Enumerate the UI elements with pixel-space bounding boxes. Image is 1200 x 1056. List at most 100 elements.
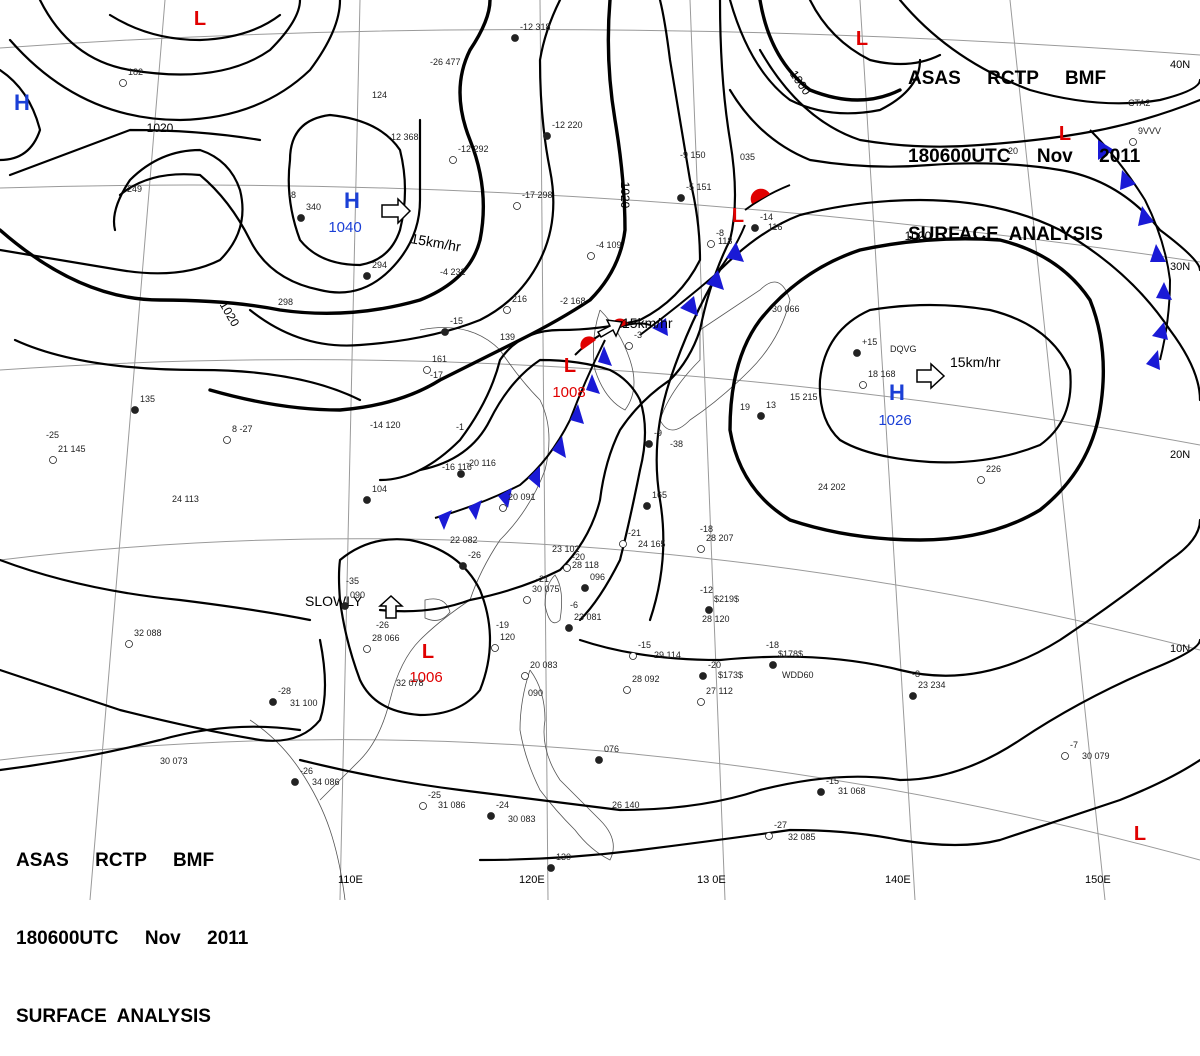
cold-front-barbs	[438, 346, 612, 530]
station-label: -28	[278, 686, 291, 696]
station-label: 32 085	[788, 832, 816, 842]
station-marker	[565, 624, 573, 632]
cold-front-barb	[468, 500, 482, 520]
high-center-symbol: H	[14, 90, 30, 115]
low-center-symbol: L	[856, 28, 868, 50]
coast-indochina	[249, 719, 346, 900]
station-label: 29 114	[654, 650, 681, 660]
station-marker	[131, 406, 139, 414]
station-plots: -12 318 -26 477 182 124 -12 220 -12 368 -12 29…	[46, 22, 1161, 872]
station-marker	[363, 272, 371, 280]
station-marker	[341, 602, 349, 610]
station-label: 096	[590, 572, 605, 582]
station-marker	[49, 456, 57, 464]
motion-arrow	[378, 594, 404, 619]
station-label: 32 088	[134, 628, 162, 638]
station-label: -20	[572, 552, 585, 562]
graticule-labels: 110E 120E 13 0E 140E 150E 40N 30N 20N 10…	[338, 59, 1190, 886]
station-label: 30 079	[1082, 751, 1110, 761]
motion-arrow	[916, 362, 946, 390]
station-marker	[563, 564, 571, 572]
station-label: 30 073	[160, 756, 188, 766]
station-label: -26 477	[430, 57, 461, 67]
isobar-line	[0, 725, 302, 772]
station-marker	[459, 562, 467, 570]
low-center-pressure: 1008	[552, 384, 585, 401]
coast-korea	[592, 309, 635, 411]
station-marker	[977, 476, 985, 484]
station-label: 216	[512, 294, 527, 304]
station-label: -8	[912, 669, 920, 679]
station-marker	[587, 252, 595, 260]
cold-front-barb	[1098, 140, 1114, 160]
station-label: 104	[372, 484, 387, 494]
meridian-line	[339, 0, 361, 900]
station-marker	[909, 692, 917, 700]
motion-label: 15km/hr	[622, 315, 673, 331]
station-label: -21	[628, 528, 641, 538]
station-label: 22 082	[450, 535, 478, 545]
isobar-line	[478, 758, 1200, 862]
station-label: -12 368	[388, 132, 419, 142]
station-marker	[511, 34, 519, 42]
graticule	[0, 0, 1200, 900]
station-label: -9	[654, 428, 662, 438]
isobar-line	[287, 113, 407, 267]
station-label: -8	[288, 190, 296, 200]
station-marker	[705, 606, 713, 614]
station-label: 076	[604, 744, 619, 754]
motion-arrow	[381, 197, 412, 225]
station-label: 8 -27	[232, 424, 253, 434]
isobar-line	[578, 518, 1200, 677]
parallel-line	[0, 538, 1200, 651]
station-label: 27 112	[706, 686, 733, 696]
cold-front-barb	[498, 488, 512, 508]
meridian-line	[539, 0, 549, 900]
station-label: -26	[376, 620, 389, 630]
isobar-line	[378, 0, 737, 613]
station-label: 118	[718, 236, 732, 246]
station-label: -7	[1070, 740, 1078, 750]
coast-philippines	[519, 669, 614, 861]
isobar-label: 1020	[618, 182, 632, 209]
station-label: -14	[760, 212, 773, 222]
high-center-symbol: H	[889, 380, 905, 405]
lat-label: 20N	[1170, 449, 1190, 461]
warm-front-bump	[750, 188, 770, 204]
station-label: -15	[638, 640, 651, 650]
station-label: -3	[634, 330, 642, 340]
cold-front-barb	[1152, 322, 1168, 340]
warm-front-bump	[580, 336, 596, 350]
high-center-pressure: 1040	[328, 219, 361, 236]
station-marker	[643, 502, 651, 510]
cold-front-barb	[1156, 282, 1172, 300]
station-label: -20	[708, 660, 721, 670]
isobar-line	[0, 68, 42, 162]
station-marker	[457, 470, 465, 478]
isobar-line	[298, 638, 1200, 812]
station-label: -35	[346, 576, 359, 586]
station-label: -17	[430, 370, 443, 380]
station-label: 182	[128, 67, 143, 77]
station-label: -4 232	[440, 267, 466, 277]
station-label: 20	[1008, 146, 1018, 156]
station-label: 035	[740, 152, 755, 162]
lon-label: 110E	[338, 874, 363, 886]
station-label: 24 113	[172, 494, 199, 504]
lat-label: 30N	[1170, 261, 1190, 273]
isobar-line	[118, 118, 422, 294]
station-label: -25	[46, 430, 59, 440]
cold-front-barb	[570, 404, 584, 424]
lon-label: 150E	[1085, 874, 1111, 886]
isobar-line	[758, 0, 902, 102]
station-label: 139	[500, 332, 515, 342]
station-label: 15 215	[790, 392, 818, 402]
lon-label: 140E	[885, 874, 911, 886]
station-marker	[1129, 138, 1137, 146]
low-center-symbol: L	[732, 205, 744, 227]
station-label: $173$	[718, 670, 743, 680]
parallel-line	[0, 359, 1200, 446]
station-label: 31 068	[838, 786, 866, 796]
surface-analysis-map: 1020 1020 1020 1000 1020	[0, 0, 1200, 900]
station-marker	[119, 79, 127, 87]
